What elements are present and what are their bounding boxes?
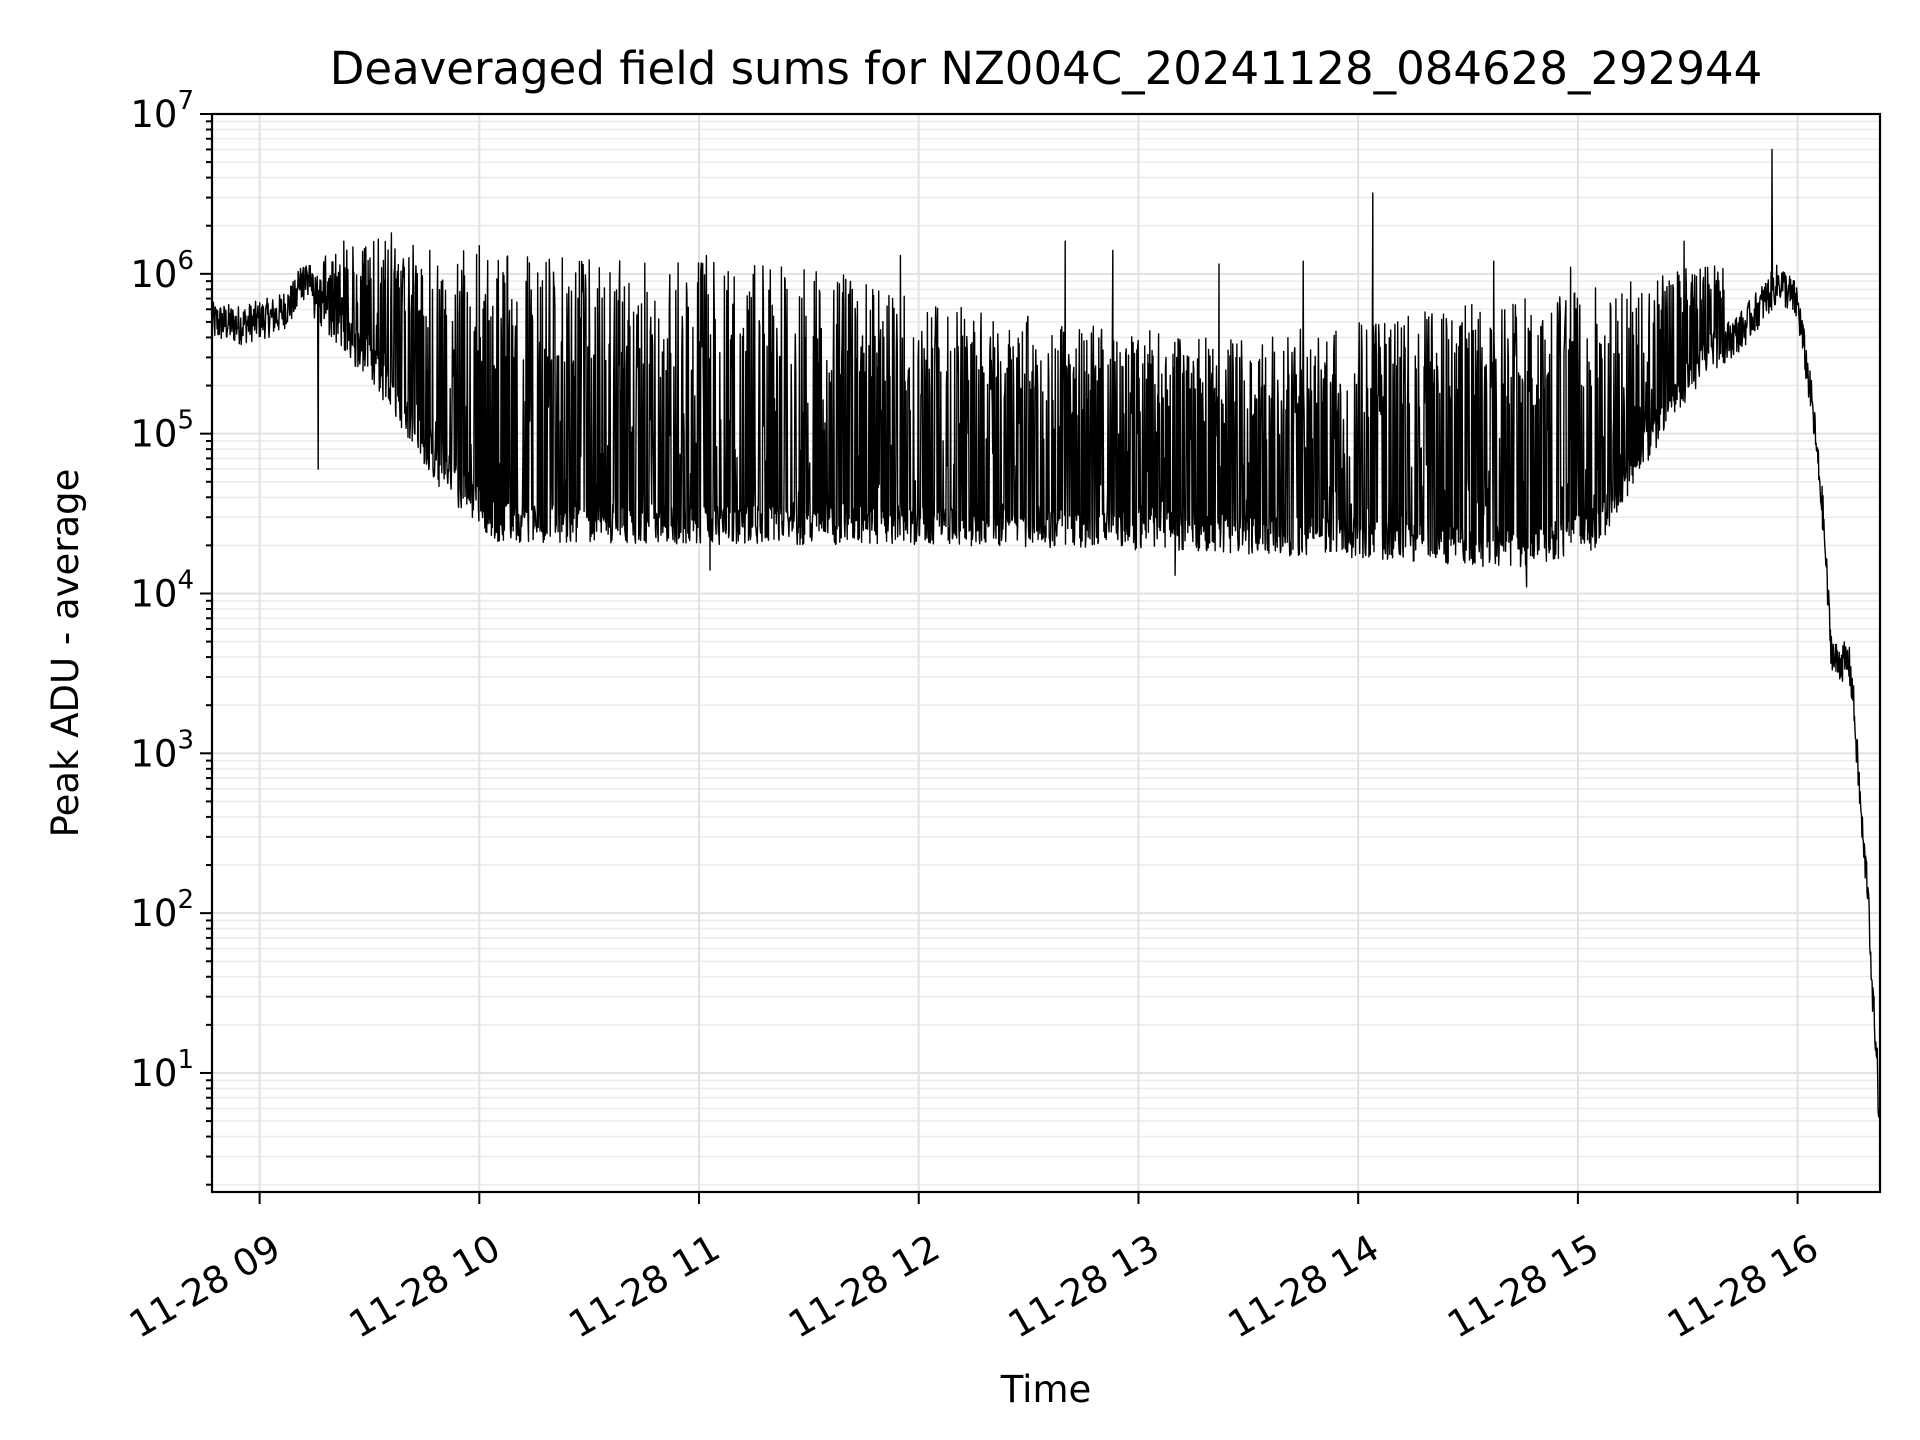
y-tick-label: 107 bbox=[130, 86, 194, 136]
chart-title: Deaveraged field sums for NZ004C_2024112… bbox=[330, 42, 1762, 95]
y-tick-base: 10 bbox=[130, 93, 177, 136]
y-axis-label: Peak ADU - average bbox=[44, 469, 87, 838]
plot-frame bbox=[210, 112, 1882, 1194]
y-tick-label: 104 bbox=[130, 565, 194, 615]
y-tick-exponent: 7 bbox=[177, 86, 194, 116]
y-tick-base: 10 bbox=[130, 732, 177, 775]
y-tick-label: 106 bbox=[130, 246, 194, 296]
y-tick-base: 10 bbox=[130, 572, 177, 615]
series-line bbox=[211, 148, 1881, 1133]
y-tick-base: 10 bbox=[130, 1052, 177, 1095]
y-tick-label: 102 bbox=[130, 885, 194, 935]
y-tick-base: 10 bbox=[130, 253, 177, 296]
y-tick-exponent: 5 bbox=[177, 406, 194, 436]
y-tick-label: 101 bbox=[130, 1045, 194, 1095]
y-tick-exponent: 1 bbox=[177, 1045, 194, 1075]
y-tick-base: 10 bbox=[130, 413, 177, 456]
x-axis-label: Time bbox=[1000, 1368, 1092, 1411]
y-tick-exponent: 4 bbox=[177, 565, 194, 595]
y-tick-base: 10 bbox=[130, 892, 177, 935]
y-tick-label: 103 bbox=[130, 725, 194, 775]
y-tick-label: 105 bbox=[130, 406, 194, 456]
y-tick-exponent: 6 bbox=[177, 246, 194, 276]
y-tick-exponent: 3 bbox=[177, 725, 194, 755]
y-tick-exponent: 2 bbox=[177, 885, 194, 915]
